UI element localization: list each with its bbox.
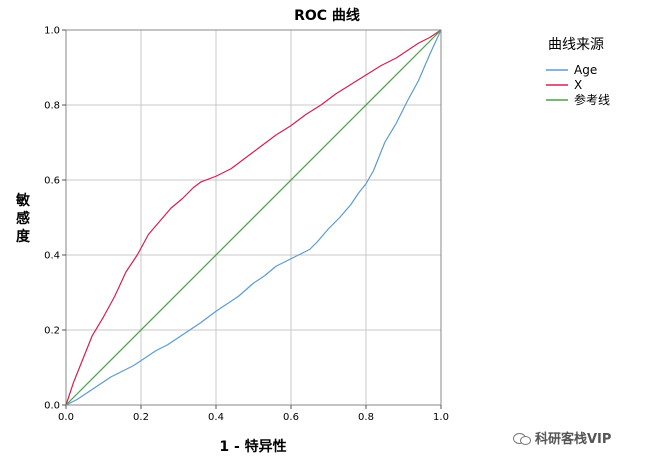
y-axis-title-char: 感 xyxy=(16,210,30,227)
y-axis: 0.0 0.2 0.4 0.6 0.8 1.0 xyxy=(44,26,66,412)
watermark-text: 科研客栈VIP xyxy=(535,432,612,447)
y-tick-label: 0.4 xyxy=(44,251,60,262)
series-line xyxy=(65,29,442,406)
x-tick-label: 0.6 xyxy=(283,412,299,423)
series-line xyxy=(65,29,442,406)
y-axis-title: 敏感度 xyxy=(15,192,31,245)
x-tick-label: 0.0 xyxy=(58,412,74,423)
legend-title: 曲线来源 xyxy=(548,37,604,53)
series-line xyxy=(65,29,442,406)
series-lines xyxy=(65,29,442,406)
y-tick-label: 1.0 xyxy=(44,26,60,37)
y-tick-label: 0.2 xyxy=(44,326,60,337)
x-tick-label: 1.0 xyxy=(433,412,449,423)
x-tick-label: 0.8 xyxy=(358,412,374,423)
x-axis: 0.0 0.2 0.4 0.6 0.8 1.0 xyxy=(58,405,449,423)
y-tick-label: 0.0 xyxy=(44,401,60,412)
y-axis-title-char: 度 xyxy=(16,228,31,245)
watermark: 科研客栈VIP xyxy=(513,428,611,447)
legend-label: 参考线 xyxy=(574,92,610,107)
plot-frame xyxy=(65,29,442,406)
y-tick-label: 0.8 xyxy=(44,101,60,112)
x-tick-label: 0.2 xyxy=(133,412,149,423)
wechat-icon xyxy=(513,431,531,445)
chart-title: ROC 曲线 xyxy=(294,7,360,24)
y-tick-label: 0.6 xyxy=(44,176,60,187)
y-axis-title-char: 敏 xyxy=(15,192,31,209)
x-tick-label: 0.4 xyxy=(208,412,224,423)
legend-label: Age xyxy=(574,63,597,77)
x-axis-title: 1 - 特异性 xyxy=(219,438,286,455)
legend-label: X xyxy=(574,78,582,92)
